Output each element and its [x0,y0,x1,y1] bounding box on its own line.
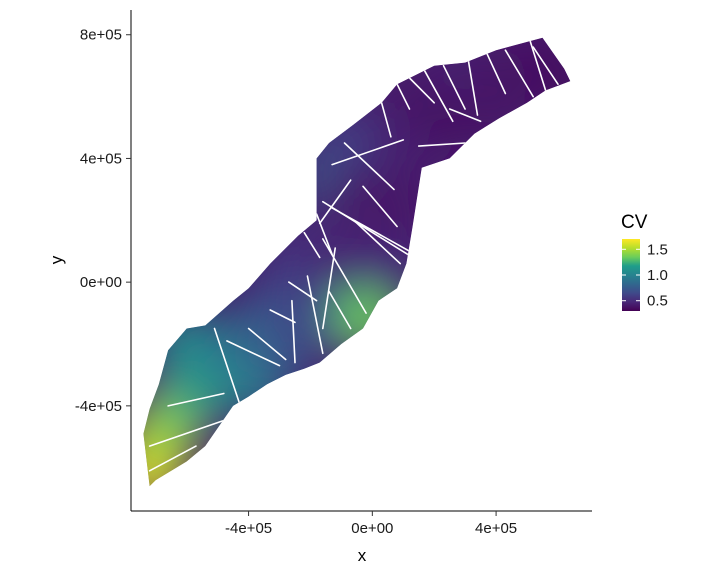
y-axis-ticks: -4e+05 0e+00 4e+05 8e+05 [75,27,131,415]
legend-tick-label: 0.5 [647,293,668,310]
transect-line [318,179,352,225]
transect-line [504,49,535,98]
legend-colorbar [622,239,640,311]
y-axis: -4e+05 0e+00 4e+05 8e+05 [75,10,132,511]
legend-ticks: 0.5 1.0 1.5 [622,241,668,310]
transect-line [362,185,398,228]
transect-line [467,58,479,116]
transect-line [485,52,507,95]
x-axis: -4e+05 0e+00 4e+05 [131,510,592,537]
transect-line [321,238,367,314]
y-tick-label: -4e+05 [75,398,122,415]
transect-line [529,40,547,92]
transect-line [532,46,559,85]
transect-line [167,392,225,407]
transect-line [148,445,197,472]
transect-line [417,142,466,147]
transect-line [306,275,324,355]
y-axis-title: y [47,255,66,264]
x-axis-title: x [358,546,367,565]
transect-line [303,231,321,259]
transect-line [380,102,392,138]
transect-line [396,83,411,110]
y-tick-label: 8e+05 [80,27,122,44]
y-tick-label: 0e+00 [80,274,122,291]
cv-field-point [471,75,540,143]
x-axis-ticks: -4e+05 0e+00 4e+05 [225,511,517,537]
cv-field-point [524,40,571,109]
cv-field-point [356,173,425,242]
transect-line [291,299,296,364]
transect-line [328,290,352,330]
transect-line [321,247,337,330]
transect-line [442,64,466,110]
transect-line [213,327,241,404]
legend-tick-label: 1.5 [647,241,668,258]
transect-line [331,139,405,166]
legend-title: CV [621,212,648,233]
legend-tick-label: 1.0 [647,267,668,284]
transect-line [420,64,454,123]
transect-line [226,340,281,367]
x-tick-label: 0e+00 [351,520,393,537]
y-tick-label: 4e+05 [80,150,122,167]
x-tick-label: -4e+05 [225,520,272,537]
transect-line [352,219,402,265]
transect-line [408,77,436,104]
x-tick-label: 4e+05 [475,520,517,537]
transect-line [315,213,333,256]
transect-line [331,207,411,252]
transect-lines [148,40,559,472]
transect-line [448,108,482,123]
transect-line [343,142,395,191]
transect-line [247,327,287,361]
legend: CV 0.5 1.0 1.5 [621,212,668,311]
transect-line [269,309,296,324]
